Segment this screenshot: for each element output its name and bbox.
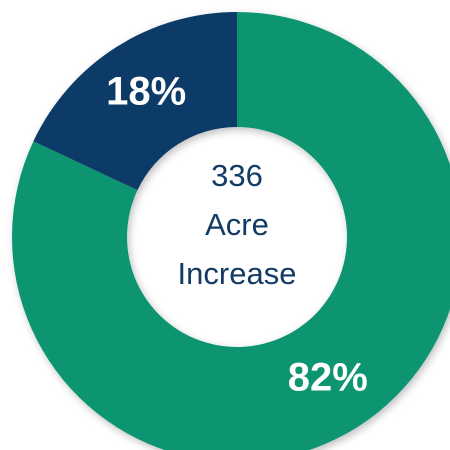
labels: 82% 18% 336 Acre Increase (106, 69, 368, 399)
center-text: Increase (178, 256, 297, 291)
donut-slice (33, 12, 238, 191)
donut-slice (12, 12, 450, 450)
center-text: Acre (205, 207, 269, 242)
donut (12, 12, 450, 450)
value-label: 18% (106, 69, 186, 113)
center-text: 336 (211, 158, 263, 193)
value-label: 82% (288, 356, 368, 400)
